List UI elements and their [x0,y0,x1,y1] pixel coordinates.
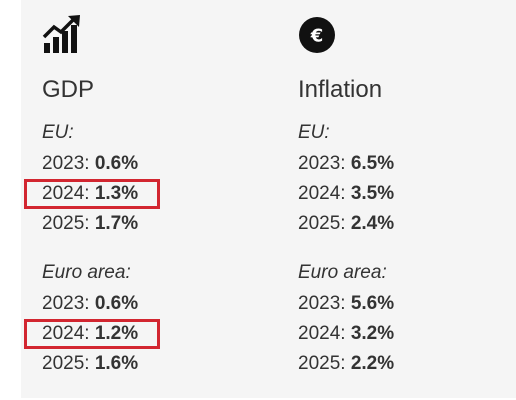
year-label: 2023: [298,153,346,174]
growth-chart-icon [42,15,82,55]
forecast-panel: GDP EU: 2023: 0.6% 2024: 1.3% 2025: 1.7%… [21,0,516,398]
inflation-heading: Inflation [298,76,383,103]
forecast-value: 1.3% [94,183,139,204]
forecast-value: 2.2% [350,353,395,374]
forecast-value: 0.6% [94,153,139,174]
forecast-value: 2.4% [350,213,395,234]
forecast-row: 2023: 0.6% [42,289,138,319]
year-label: 2023: [42,153,90,174]
forecast-value: 0.6% [94,293,139,314]
forecast-row: 2025: 1.7% [42,209,138,239]
year-label: 2024: [298,323,346,344]
gdp-euro-area-group: Euro area: 2023: 0.6% 2024: 1.2% 2025: 1… [24,261,160,379]
forecast-row: 2023: 5.6% [298,289,394,319]
group-label: Euro area: [42,262,131,283]
year-label: 2024: [42,183,90,204]
forecast-value: 6.5% [350,153,395,174]
year-label: 2024: [42,323,90,344]
forecast-value: 1.7% [94,213,139,234]
highlight-box [24,179,160,209]
year-label: 2025: [298,353,346,374]
year-label: 2023: [42,293,90,314]
forecast-row: 2024: 3.5% [298,179,394,209]
forecast-value: 1.2% [94,323,139,344]
forecast-row: 2023: 0.6% [42,149,138,179]
year-label: 2025: [42,353,90,374]
forecast-value: 5.6% [350,293,395,314]
gdp-eu-group: EU: 2023: 0.6% 2024: 1.3% 2025: 1.7% [24,121,160,239]
euro-glyph: € [310,26,324,47]
year-label: 2023: [298,293,346,314]
group-label: Euro area: [298,262,387,283]
forecast-row: 2025: 2.4% [298,209,394,239]
highlight-box [24,319,160,349]
euro-coin-icon: € [298,16,338,56]
inflation-eu-group: EU: 2023: 6.5% 2024: 3.5% 2025: 2.4% [298,121,394,239]
group-label: EU: [298,122,330,143]
forecast-row: 2023: 6.5% [298,149,394,179]
forecast-row-highlighted: 2024: 1.2% [24,319,160,349]
forecast-value: 3.2% [350,323,395,344]
forecast-row: 2025: 1.6% [42,349,138,379]
year-label: 2025: [298,213,346,234]
year-label: 2025: [42,213,90,234]
forecast-value: 1.6% [94,353,139,374]
group-label: EU: [42,122,74,143]
forecast-row-highlighted: 2024: 1.3% [24,179,160,209]
forecast-row: 2025: 2.2% [298,349,394,379]
year-label: 2024: [298,183,346,204]
forecast-value: 3.5% [350,183,395,204]
inflation-euro-area-group: Euro area: 2023: 5.6% 2024: 3.2% 2025: 2… [298,261,394,379]
gdp-heading: GDP [42,76,95,103]
forecast-row: 2024: 3.2% [298,319,394,349]
